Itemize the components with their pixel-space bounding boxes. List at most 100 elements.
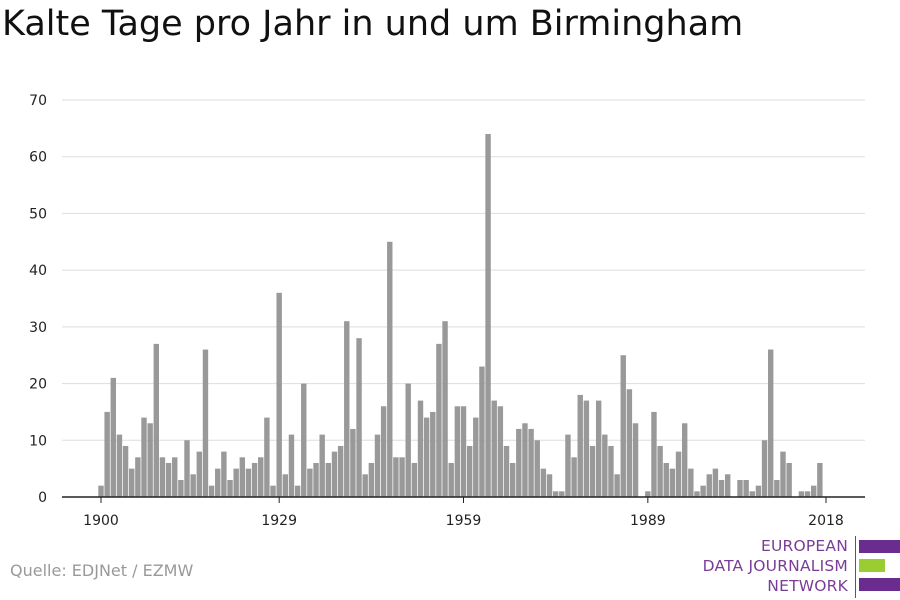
bar-1946: [380, 406, 387, 497]
bar-1906: [135, 457, 141, 497]
bar-1922: [233, 468, 239, 497]
bar-1911: [165, 462, 172, 497]
bar-1933: [301, 383, 307, 497]
x-tick-label: 1959: [446, 513, 482, 529]
bar-1945: [374, 434, 381, 497]
bar-1956: [442, 321, 448, 497]
y-tick-label: 0: [38, 490, 47, 506]
y-tick-label: 40: [29, 263, 47, 279]
bar-1929: [276, 292, 282, 497]
bar-2016: [811, 485, 817, 497]
bar-1959: [460, 406, 467, 497]
bar-1930: [282, 474, 289, 497]
y-tick-label: 70: [29, 93, 47, 109]
bar-2008: [761, 440, 768, 497]
bar-1947: [387, 241, 393, 497]
bar-1995: [681, 423, 688, 497]
x-tick-label: 2018: [808, 513, 844, 529]
bar-1925: [251, 462, 258, 497]
bar-1991: [657, 445, 663, 497]
bar-1955: [436, 343, 442, 497]
bar-2002: [724, 474, 731, 497]
bar-2005: [743, 479, 749, 497]
bar-1972: [540, 468, 547, 497]
bar-1974: [552, 491, 559, 497]
x-tick-label: 1929: [261, 513, 297, 529]
bar-1980: [589, 445, 596, 497]
bar-1990: [651, 411, 657, 497]
bar-1985: [620, 355, 626, 497]
bar-1952: [417, 400, 424, 497]
bar-1923: [239, 457, 246, 497]
bar-1981: [595, 400, 602, 497]
bar-1969: [522, 423, 528, 497]
bar-1973: [546, 474, 553, 497]
bars: [98, 134, 823, 497]
bar-1909: [153, 343, 159, 497]
bar-1975: [559, 491, 565, 497]
bar-1907: [141, 417, 147, 497]
bar-2006: [749, 491, 755, 497]
bar-1902: [110, 377, 116, 497]
logo-divider: [855, 536, 856, 598]
bar-1957: [448, 462, 454, 497]
logo-line-2: DATA JOURNALISM: [702, 557, 848, 575]
bar-1966: [503, 445, 510, 497]
y-tick-label: 50: [29, 206, 47, 222]
bar-1986: [626, 389, 633, 497]
bar-2015: [804, 491, 811, 497]
gridlines: [62, 99, 865, 441]
bar-1915: [190, 474, 196, 497]
y-tick-label: 20: [29, 377, 47, 393]
y-tick-label: 30: [29, 320, 47, 336]
bar-1953: [423, 417, 430, 497]
logo-bar-3: [859, 578, 900, 591]
bar-1968: [516, 428, 522, 497]
logo-line-3: NETWORK: [767, 577, 848, 595]
bar-1917: [202, 349, 209, 497]
bar-1951: [411, 462, 418, 497]
bar-1927: [264, 417, 270, 497]
bar-1994: [675, 451, 682, 497]
bar-2004: [737, 479, 743, 497]
bar-1967: [509, 462, 516, 497]
chart-title: Kalte Tage pro Jahr in und um Birmingham: [2, 4, 744, 44]
bar-1976: [565, 434, 571, 497]
bar-1901: [104, 411, 110, 497]
bar-1996: [688, 468, 694, 497]
bar-1950: [405, 383, 411, 497]
y-tick-label: 60: [29, 150, 47, 166]
logo-line-1: EUROPEAN: [760, 537, 848, 555]
bar-2010: [774, 479, 780, 497]
bar-1983: [608, 445, 614, 497]
bar-1958: [454, 406, 461, 497]
bar-1904: [122, 445, 129, 497]
source-note: Quelle: EDJNet / EZMW: [10, 561, 194, 580]
bar-1964: [491, 400, 497, 497]
bar-1982: [602, 434, 608, 497]
logo-bar-1: [859, 540, 900, 553]
bar-1937: [325, 462, 332, 497]
bar-1984: [614, 474, 620, 497]
bar-2011: [780, 451, 786, 497]
bar-2000: [712, 468, 719, 497]
bar-1935: [313, 462, 319, 497]
bar-1943: [362, 474, 368, 497]
bar-1910: [159, 457, 166, 497]
x-tick-label: 1900: [83, 513, 119, 529]
bar-1965: [497, 406, 504, 497]
bar-1916: [196, 451, 203, 497]
bar-2001: [718, 479, 725, 497]
bar-1978: [577, 394, 583, 497]
bar-1939: [337, 445, 344, 497]
bar-1931: [288, 434, 295, 497]
bar-1944: [368, 462, 375, 497]
bar-1920: [221, 451, 227, 497]
y-tick-labels: 0 10 20 30 40 50 60 70: [29, 93, 47, 506]
bar-1954: [430, 411, 436, 497]
bar-1921: [227, 479, 233, 497]
bar-1962: [479, 366, 485, 497]
bar-1940: [344, 321, 350, 497]
bar-1900: [98, 485, 104, 497]
